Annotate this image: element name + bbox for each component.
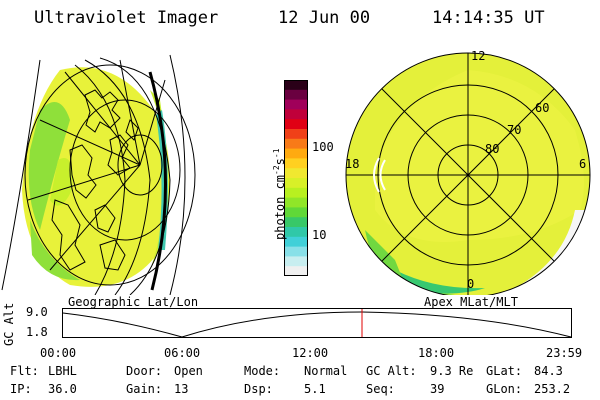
mlt-label-6: 6 [579, 157, 586, 171]
colorbar-tick-100: 100 [312, 140, 334, 154]
colorbar [284, 80, 308, 276]
colorbar-swatch [284, 109, 308, 120]
colorbar-swatch [284, 99, 308, 110]
param-key: Dsp: [244, 382, 273, 396]
param-value: 84.3 [534, 364, 563, 378]
param-key: GC Alt: [366, 364, 417, 378]
colorbar-swatch [284, 119, 308, 130]
param-value: 9.3 Re [430, 364, 474, 378]
colorbar-label-sup1: -2 [272, 165, 281, 175]
colorbar-swatch [284, 158, 308, 169]
colorbar-swatch [284, 148, 308, 159]
geographic-image [1, 54, 196, 295]
instrument-title: Ultraviolet Imager [34, 8, 219, 28]
colorbar-swatch [284, 187, 308, 199]
colorbar-swatch [284, 236, 308, 248]
param-key: Door: [126, 364, 163, 378]
param-key: Gain: [126, 382, 163, 396]
time-label: 14:14:35 UT [432, 8, 545, 28]
mlat-label-80: 80 [485, 142, 499, 156]
geographic-caption: Geographic Lat/Lon [68, 295, 199, 309]
timeline-plot [62, 308, 572, 338]
mlat-label-70: 70 [507, 123, 521, 137]
colorbar-swatch [284, 256, 308, 267]
timeline-x-tick-0000: 00:00 [40, 346, 77, 360]
colorbar-tick-10: 10 [312, 228, 327, 242]
param-value: 39 [430, 382, 445, 396]
colorbar-swatch [284, 266, 308, 276]
colorbar-swatch [284, 197, 308, 208]
timeline-x-tick-2359: 23:59 [546, 346, 583, 360]
apex-caption: Apex MLat/MLT [424, 295, 518, 309]
param-value: 36.0 [48, 382, 77, 396]
colorbar-swatch [284, 227, 308, 238]
param-key: Mode: [244, 364, 281, 378]
param-key: GLat: [486, 364, 523, 378]
colorbar-label-sup2: -1 [272, 148, 281, 159]
param-key: Flt: [10, 364, 39, 378]
param-key: Seq: [366, 382, 395, 396]
colorbar-swatch [284, 89, 308, 101]
param-key: GLon: [486, 382, 523, 396]
colorbar-label: photon cm-2s-1 [272, 148, 287, 240]
param-value: LBHL [48, 364, 77, 378]
param-value: 253.2 [534, 382, 571, 396]
colorbar-swatch [284, 129, 308, 140]
colorbar-label-s: s [273, 158, 287, 166]
colorbar-swatch [284, 138, 308, 150]
colorbar-swatch [284, 168, 308, 179]
colorbar-label-text: photon cm [273, 174, 287, 240]
param-value: Normal [304, 364, 348, 378]
colorbar-swatch [284, 80, 308, 91]
timeline-x-tick-1800: 18:00 [418, 346, 455, 360]
timeline-y-label: GC Alt [2, 302, 16, 346]
date-label: 12 Jun 00 [278, 8, 371, 28]
param-value: Open [174, 364, 203, 378]
timeline-x-tick-1200: 12:00 [292, 346, 329, 360]
colorbar-swatch [284, 217, 308, 228]
mlt-label-12: 12 [471, 49, 485, 63]
colorbar-swatch [284, 246, 308, 257]
mlt-label-18: 18 [345, 157, 359, 171]
param-value: 13 [174, 382, 189, 396]
colorbar-swatch [284, 207, 308, 218]
timeline-y-tick-1-8: 1.8 [26, 325, 48, 339]
mlat-label-60: 60 [535, 101, 549, 115]
param-value: 5.1 [304, 382, 326, 396]
mlt-label-0: 0 [467, 277, 474, 291]
timeline-y-tick-9: 9.0 [26, 305, 48, 319]
colorbar-swatch [284, 178, 308, 189]
param-key: IP: [10, 382, 32, 396]
timeline-x-tick-0600: 06:00 [164, 346, 201, 360]
mlat-mlt-plot: 12 18 6 0 60 70 80 [345, 49, 591, 295]
